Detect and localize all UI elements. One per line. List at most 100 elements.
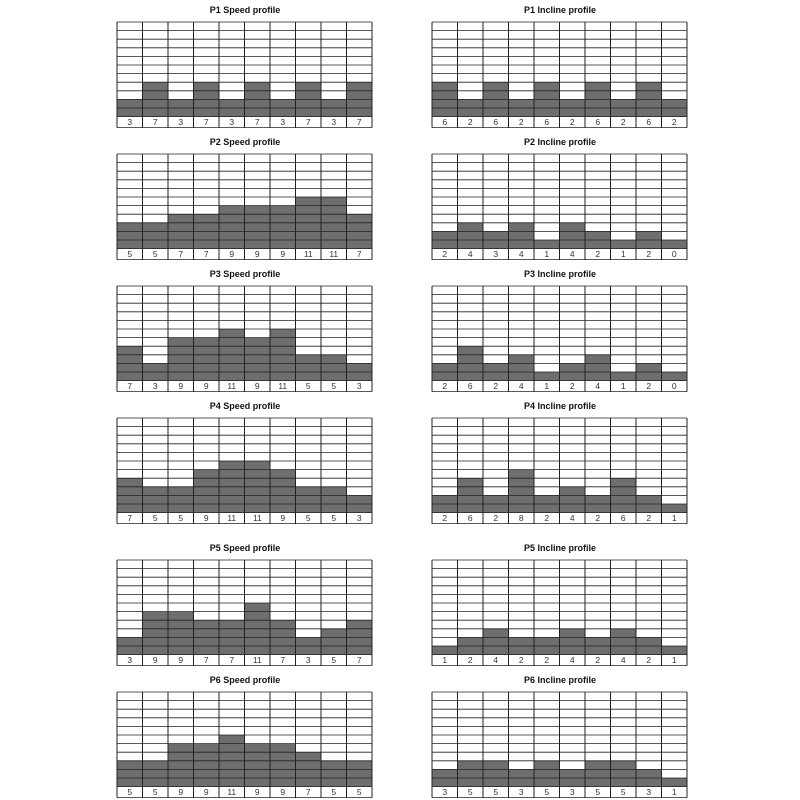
bar — [661, 778, 687, 787]
value-label: 2 — [570, 117, 575, 127]
value-label: 2 — [493, 381, 498, 391]
chart-title: P3 Incline profile — [523, 269, 597, 279]
value-label: 5 — [595, 787, 600, 797]
chart-title: P6 Incline profile — [523, 675, 597, 685]
bar — [508, 222, 534, 249]
value-label: 4 — [621, 655, 626, 665]
bar — [661, 372, 687, 381]
value-label: 6 — [595, 117, 600, 127]
value-label: 9 — [178, 787, 183, 797]
value-label: 1 — [544, 381, 549, 391]
value-label: 6 — [493, 117, 498, 127]
bar — [661, 646, 687, 655]
bar — [270, 469, 296, 513]
value-label: 5 — [153, 787, 158, 797]
value-label: 11 — [278, 381, 287, 391]
value-label: 3 — [153, 381, 158, 391]
value-label: 5 — [153, 513, 158, 523]
bar — [168, 611, 194, 655]
value-label: 1 — [442, 655, 447, 665]
value-label: 1 — [672, 513, 677, 523]
bar — [559, 628, 585, 655]
value-label: 3 — [306, 655, 311, 665]
value-label: 2 — [468, 117, 473, 127]
value-label: 3 — [493, 249, 498, 259]
value-label: 2 — [570, 381, 575, 391]
bar — [244, 337, 270, 381]
chart-title: P2 Incline profile — [523, 137, 597, 147]
value-label: 3 — [570, 787, 575, 797]
value-label: 11 — [227, 381, 236, 391]
bar — [661, 240, 687, 249]
bar — [270, 743, 296, 787]
value-label: 9 — [204, 787, 209, 797]
value-label: 5 — [306, 381, 311, 391]
value-label: 3 — [229, 117, 234, 127]
bar — [321, 486, 347, 513]
value-label: 3 — [127, 655, 132, 665]
value-label: 7 — [204, 655, 209, 665]
value-label: 11 — [227, 513, 236, 523]
value-label: 2 — [595, 249, 600, 259]
value-label: 2 — [672, 117, 677, 127]
chart-title: P2 Speed profile — [209, 137, 281, 147]
value-label: 5 — [357, 787, 362, 797]
bar — [321, 760, 347, 787]
value-label: 2 — [442, 381, 447, 391]
chart-title: P4 Incline profile — [523, 401, 597, 411]
value-label: 7 — [204, 249, 209, 259]
value-label: 5 — [331, 787, 336, 797]
value-label: 2 — [646, 513, 651, 523]
value-label: 7 — [306, 787, 311, 797]
value-label: 9 — [178, 381, 183, 391]
bar — [321, 354, 347, 381]
bar — [168, 486, 194, 513]
chart-plot: 5 5 9 9 11 9 9 7 5 5 — [116, 691, 373, 798]
bar — [193, 743, 219, 787]
value-label: 7 — [280, 655, 285, 665]
value-label: 3 — [442, 787, 447, 797]
value-label: 9 — [280, 249, 285, 259]
value-label: 2 — [646, 381, 651, 391]
value-label: 4 — [570, 655, 575, 665]
bar — [661, 504, 687, 513]
value-label: 2 — [442, 513, 447, 523]
value-label: 2 — [519, 655, 524, 665]
bar — [508, 469, 534, 513]
value-label: 6 — [621, 513, 626, 523]
bar — [244, 205, 270, 249]
chart-plot: 7 3 9 9 11 9 11 5 5 3 — [116, 285, 373, 392]
value-label: 7 — [127, 513, 132, 523]
value-label: 9 — [204, 513, 209, 523]
value-label: 5 — [127, 249, 132, 259]
bar — [117, 760, 143, 787]
bar — [457, 222, 483, 249]
chart-title: P1 Speed profile — [209, 5, 281, 15]
value-label: 4 — [595, 381, 600, 391]
value-label: 5 — [544, 787, 549, 797]
bar — [610, 628, 636, 655]
value-label: 7 — [153, 117, 158, 127]
value-label: 5 — [621, 787, 626, 797]
bar — [534, 760, 560, 787]
value-label: 6 — [468, 381, 473, 391]
bar — [193, 469, 219, 513]
value-label: 4 — [519, 249, 524, 259]
value-label: 0 — [672, 381, 677, 391]
chart-plot: 2 4 3 4 1 4 2 1 2 0 — [431, 153, 688, 260]
value-label: 3 — [357, 381, 362, 391]
value-label: 7 — [357, 249, 362, 259]
value-label: 4 — [468, 249, 473, 259]
bar — [534, 240, 560, 249]
value-label: 2 — [544, 513, 549, 523]
bar — [585, 354, 611, 381]
value-label: 7 — [357, 655, 362, 665]
value-label: 2 — [621, 117, 626, 127]
bar — [142, 222, 168, 249]
value-label: 9 — [178, 655, 183, 665]
chart-title: P4 Speed profile — [209, 401, 281, 411]
bar — [483, 760, 509, 787]
value-label: 3 — [357, 513, 362, 523]
value-label: 4 — [519, 381, 524, 391]
bar — [457, 760, 483, 787]
